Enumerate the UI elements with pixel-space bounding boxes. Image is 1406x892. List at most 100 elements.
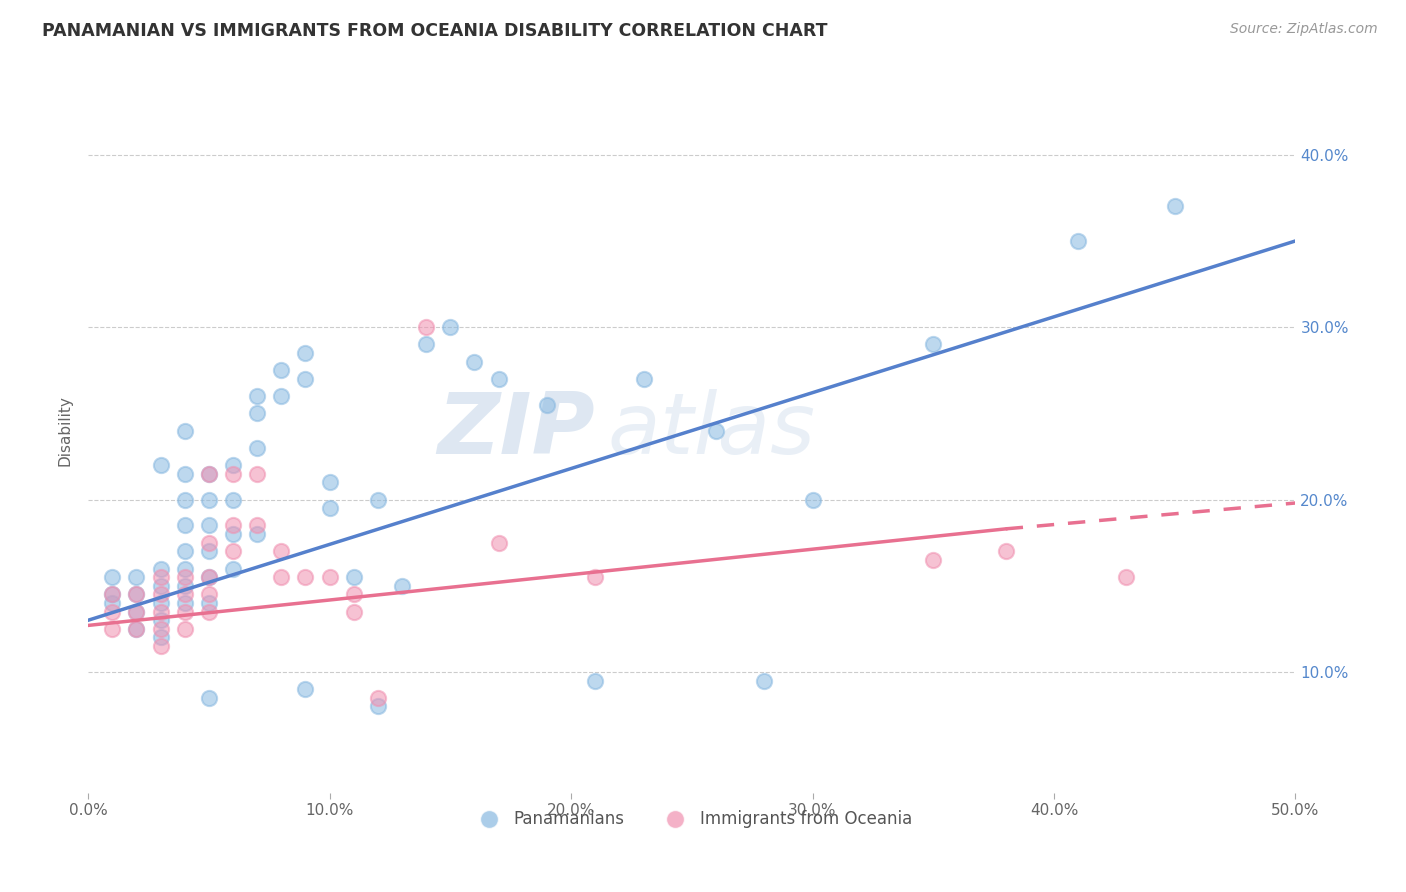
- Point: [173, 544, 195, 558]
- Point: [198, 690, 221, 705]
- Point: [583, 673, 606, 688]
- Point: [318, 475, 340, 490]
- Point: [1067, 234, 1090, 248]
- Point: [294, 346, 316, 360]
- Legend: Panamanians, Immigrants from Oceania: Panamanians, Immigrants from Oceania: [465, 804, 918, 835]
- Point: [149, 605, 172, 619]
- Point: [343, 587, 366, 601]
- Point: [198, 605, 221, 619]
- Point: [1115, 570, 1137, 584]
- Point: [101, 570, 124, 584]
- Point: [149, 570, 172, 584]
- Point: [439, 320, 461, 334]
- Point: [149, 631, 172, 645]
- Point: [173, 518, 195, 533]
- Point: [149, 561, 172, 575]
- Point: [149, 587, 172, 601]
- Point: [101, 587, 124, 601]
- Point: [246, 527, 269, 541]
- Point: [246, 518, 269, 533]
- Point: [222, 467, 245, 481]
- Point: [198, 535, 221, 549]
- Point: [318, 570, 340, 584]
- Point: [536, 398, 558, 412]
- Point: [149, 613, 172, 627]
- Y-axis label: Disability: Disability: [58, 395, 72, 466]
- Point: [367, 699, 389, 714]
- Point: [101, 587, 124, 601]
- Point: [173, 561, 195, 575]
- Point: [922, 337, 945, 351]
- Point: [294, 570, 316, 584]
- Point: [198, 587, 221, 601]
- Point: [318, 501, 340, 516]
- Point: [294, 682, 316, 697]
- Point: [173, 492, 195, 507]
- Text: PANAMANIAN VS IMMIGRANTS FROM OCEANIA DISABILITY CORRELATION CHART: PANAMANIAN VS IMMIGRANTS FROM OCEANIA DI…: [42, 22, 828, 40]
- Point: [125, 605, 148, 619]
- Point: [463, 354, 485, 368]
- Point: [246, 467, 269, 481]
- Point: [222, 527, 245, 541]
- Point: [1164, 199, 1187, 213]
- Point: [583, 570, 606, 584]
- Point: [294, 372, 316, 386]
- Point: [488, 372, 510, 386]
- Text: atlas: atlas: [607, 389, 815, 472]
- Point: [149, 579, 172, 593]
- Point: [754, 673, 776, 688]
- Point: [173, 467, 195, 481]
- Point: [149, 458, 172, 472]
- Point: [343, 570, 366, 584]
- Point: [101, 622, 124, 636]
- Point: [198, 570, 221, 584]
- Point: [173, 587, 195, 601]
- Point: [173, 605, 195, 619]
- Point: [149, 596, 172, 610]
- Point: [198, 544, 221, 558]
- Point: [173, 596, 195, 610]
- Point: [149, 639, 172, 653]
- Point: [367, 492, 389, 507]
- Point: [367, 690, 389, 705]
- Point: [246, 406, 269, 420]
- Point: [198, 570, 221, 584]
- Point: [198, 596, 221, 610]
- Point: [704, 424, 727, 438]
- Point: [101, 605, 124, 619]
- Point: [415, 320, 437, 334]
- Point: [222, 458, 245, 472]
- Point: [125, 605, 148, 619]
- Point: [270, 389, 292, 403]
- Point: [222, 518, 245, 533]
- Point: [246, 389, 269, 403]
- Point: [173, 424, 195, 438]
- Point: [246, 441, 269, 455]
- Point: [125, 587, 148, 601]
- Point: [222, 544, 245, 558]
- Point: [149, 622, 172, 636]
- Point: [270, 544, 292, 558]
- Point: [125, 587, 148, 601]
- Point: [922, 553, 945, 567]
- Text: ZIP: ZIP: [437, 389, 595, 472]
- Point: [994, 544, 1017, 558]
- Point: [125, 622, 148, 636]
- Point: [391, 579, 413, 593]
- Point: [633, 372, 655, 386]
- Point: [198, 467, 221, 481]
- Point: [101, 596, 124, 610]
- Point: [343, 605, 366, 619]
- Point: [415, 337, 437, 351]
- Point: [173, 570, 195, 584]
- Point: [488, 535, 510, 549]
- Point: [173, 579, 195, 593]
- Point: [801, 492, 824, 507]
- Point: [270, 363, 292, 377]
- Point: [173, 622, 195, 636]
- Point: [125, 570, 148, 584]
- Point: [125, 622, 148, 636]
- Text: Source: ZipAtlas.com: Source: ZipAtlas.com: [1230, 22, 1378, 37]
- Point: [198, 467, 221, 481]
- Point: [198, 518, 221, 533]
